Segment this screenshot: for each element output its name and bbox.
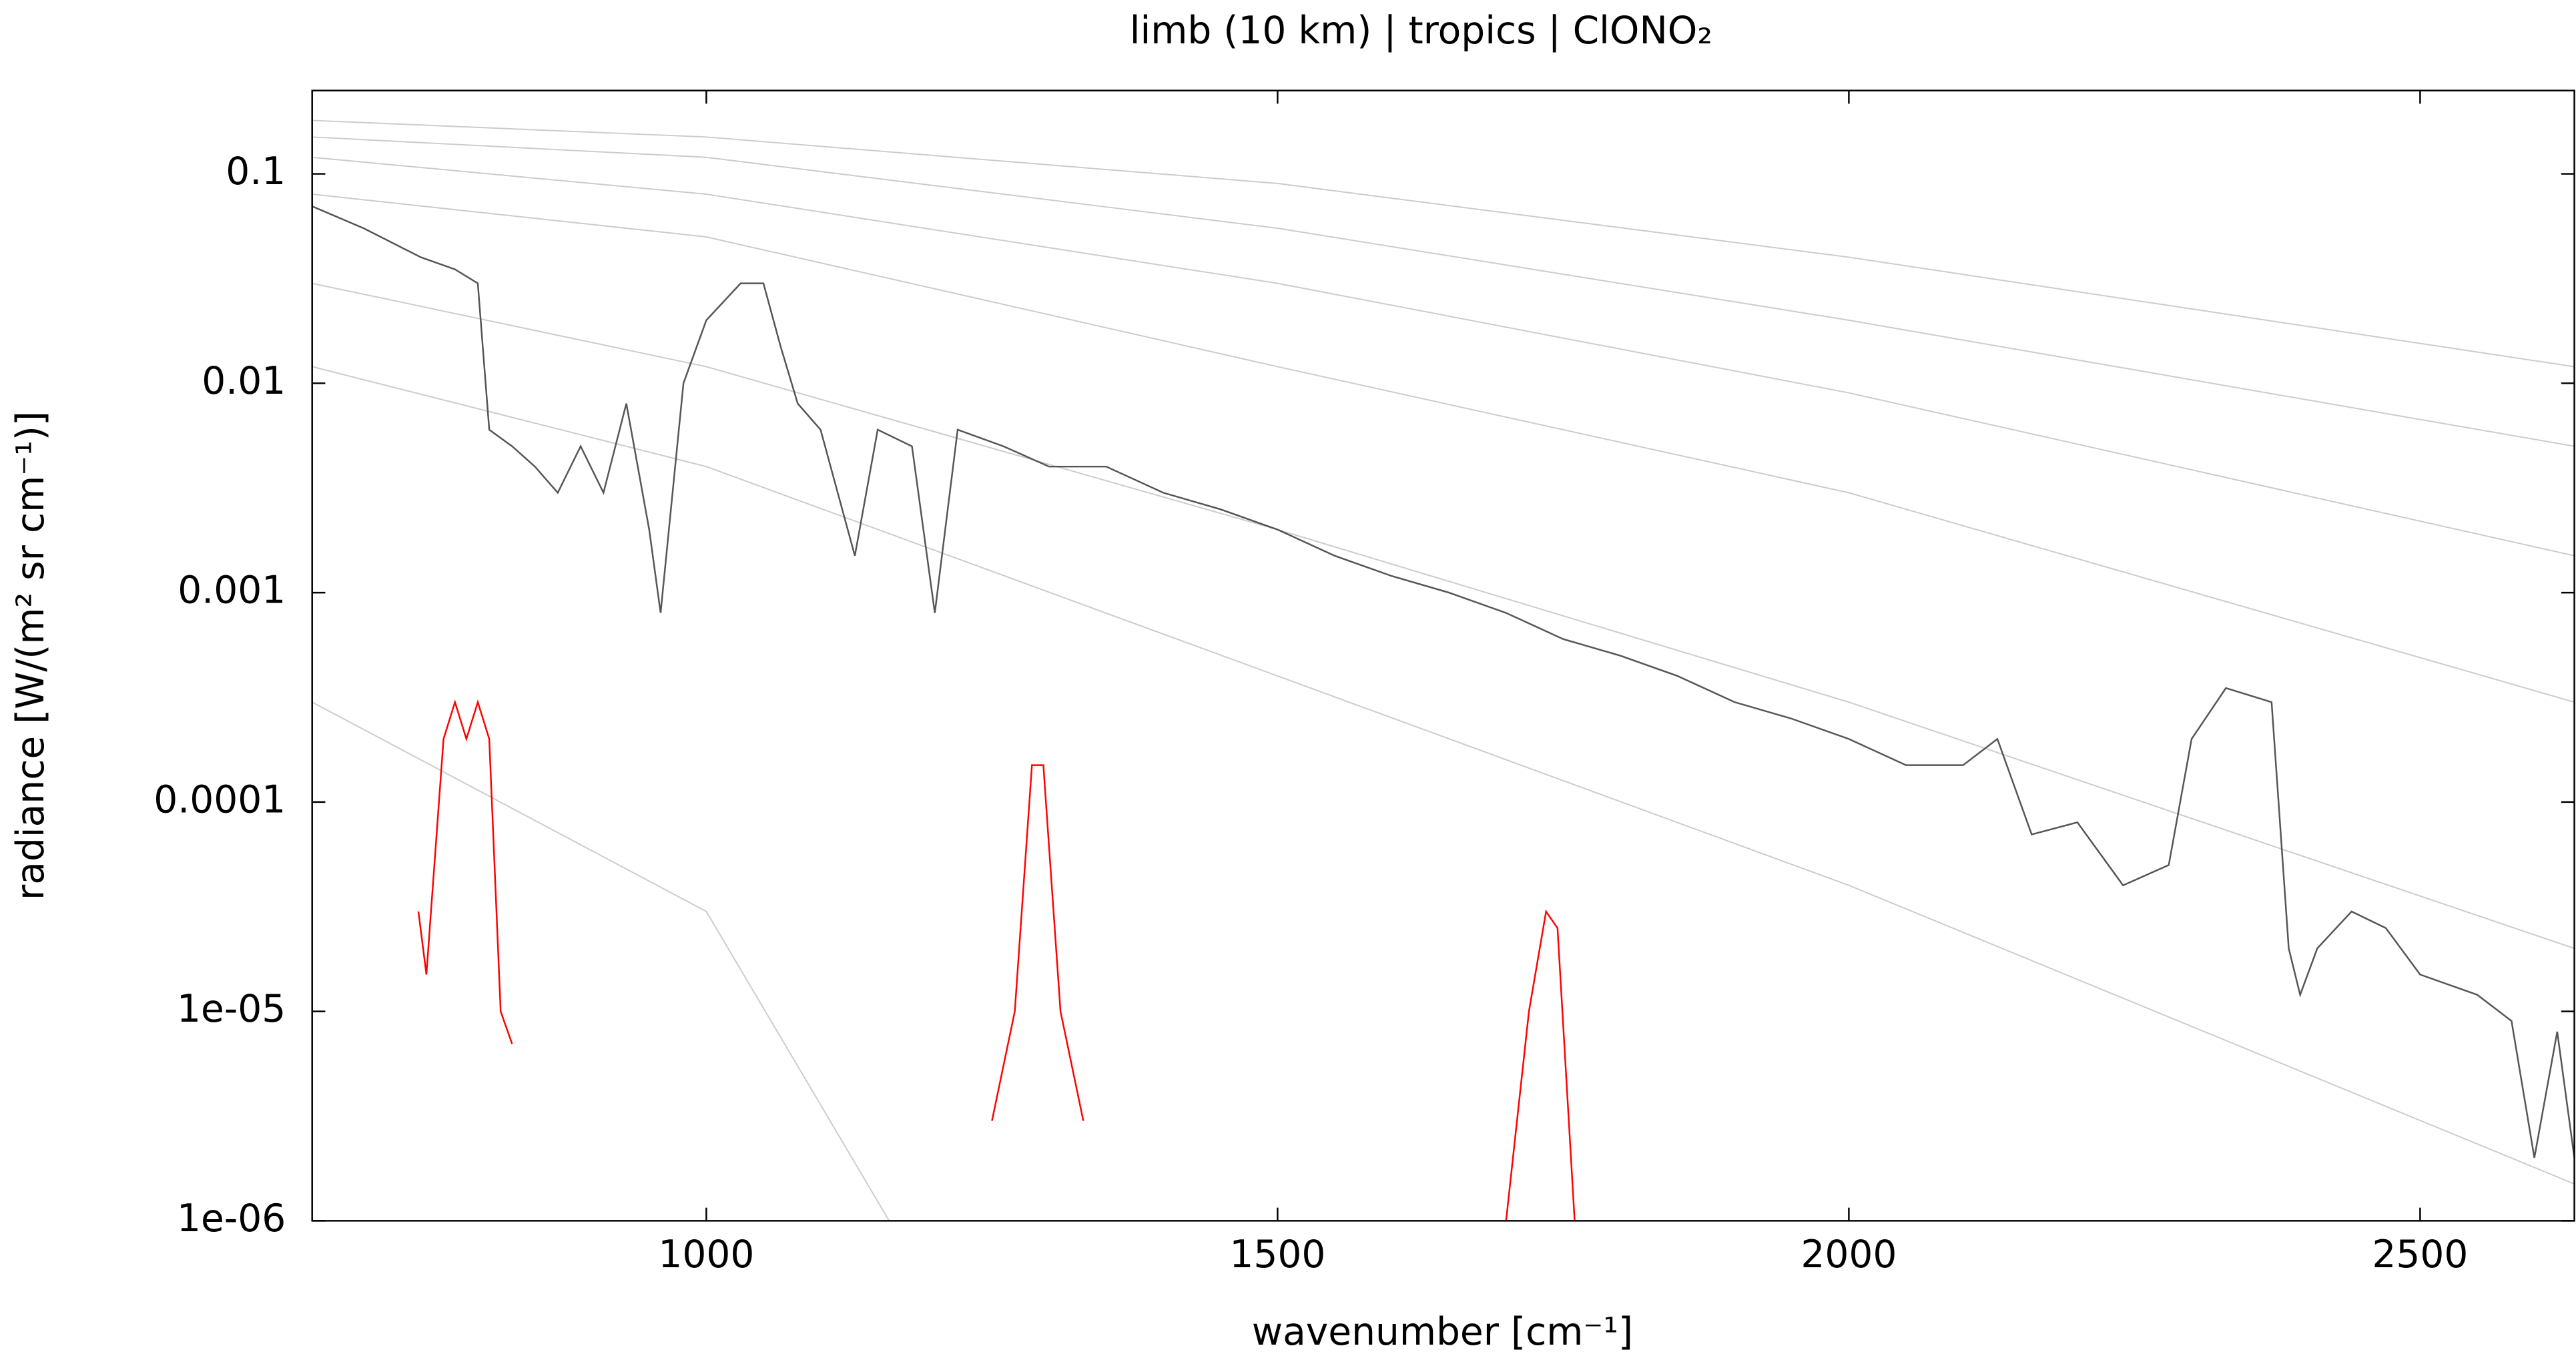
series-line xyxy=(312,366,2575,1185)
y-tick-label: 1e-05 xyxy=(177,987,286,1031)
x-tick-label: 1000 xyxy=(658,1233,754,1277)
series-line xyxy=(312,282,2575,950)
series-line xyxy=(312,193,2575,703)
chart-title: limb (10 km) | tropics | ClONO₂ xyxy=(1130,9,1712,53)
x-tick-label: 2000 xyxy=(1801,1233,1897,1277)
series-line xyxy=(312,701,890,1221)
y-axis-label: radiance [W/(m² sr cm⁻¹)] xyxy=(9,411,53,900)
y-tick-label: 0.1 xyxy=(226,149,286,194)
y-tick-label: 1e-06 xyxy=(177,1197,286,1241)
plot-area xyxy=(312,119,2575,1221)
series-line xyxy=(312,119,2575,368)
series-line xyxy=(417,699,1576,1221)
x-tick-label: 1500 xyxy=(1229,1233,1325,1277)
series-line xyxy=(312,206,2575,1158)
y-tick-label: 0.0001 xyxy=(153,777,286,821)
x-tick-label: 2500 xyxy=(2372,1233,2468,1277)
x-axis-label: wavenumber [cm⁻¹] xyxy=(1252,1310,1633,1354)
y-tick-label: 0.001 xyxy=(178,569,286,613)
y-tick-label: 0.01 xyxy=(202,359,286,403)
series-line xyxy=(312,156,2575,557)
series-line xyxy=(312,136,2575,447)
plot-frame xyxy=(311,89,2575,1222)
